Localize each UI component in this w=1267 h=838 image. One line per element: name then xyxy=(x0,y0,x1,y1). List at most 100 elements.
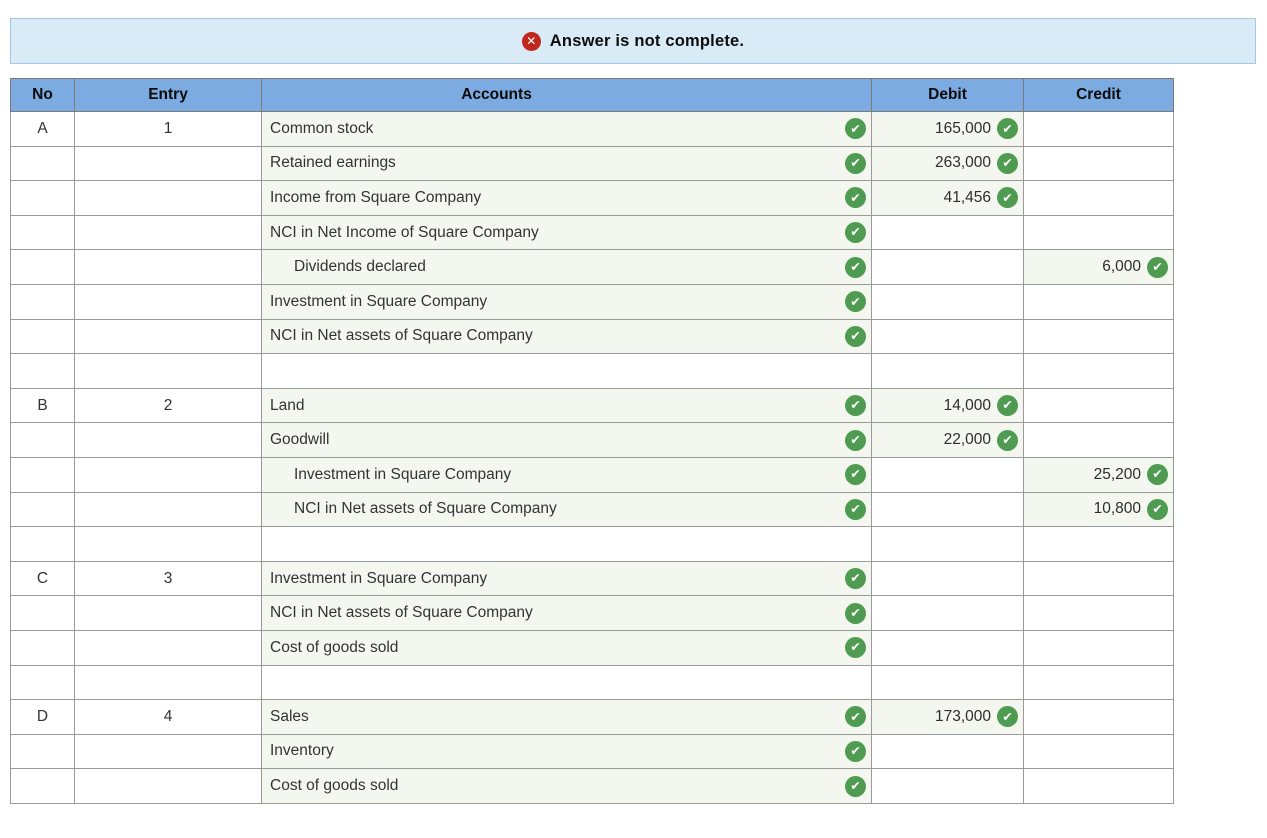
credit-cell xyxy=(1023,145,1174,182)
empty-cell xyxy=(1023,526,1174,562)
row-letter-cell xyxy=(10,768,75,804)
account-label: Investment in Square Company xyxy=(270,292,488,310)
amount-value: 263,000 xyxy=(934,154,991,172)
journal-row: A 1 Common stock ✔ 165,000 ✔ xyxy=(10,111,1174,147)
col-header-accounts: Accounts xyxy=(261,78,872,112)
debit-cell xyxy=(871,283,1024,320)
correct-check-icon: ✔ xyxy=(845,602,866,624)
debit-cell: 41,456 ✔ xyxy=(871,180,1024,216)
account-label: Sales xyxy=(270,707,309,725)
account-cell: Sales ✔ xyxy=(261,699,872,735)
correct-check-icon: ✔ xyxy=(845,325,866,347)
journal-row: Income from Square Company ✔ 41,456 ✔ xyxy=(10,180,1174,216)
row-letter-cell xyxy=(10,145,75,182)
amount-value: 25,200 xyxy=(1093,465,1141,483)
correct-check-icon: ✔ xyxy=(997,187,1018,209)
empty-cell xyxy=(74,526,262,562)
correct-check-icon: ✔ xyxy=(997,395,1018,417)
correct-check-icon: ✔ xyxy=(845,706,866,728)
entry-number-cell xyxy=(74,283,262,320)
journal-table-header: No Entry Accounts Debit Credit xyxy=(10,78,1174,112)
correct-check-icon: ✔ xyxy=(845,395,866,417)
empty-cell xyxy=(10,664,75,701)
debit-cell: 173,000 ✔ xyxy=(871,699,1024,735)
amount-value: 41,456 xyxy=(943,188,991,206)
account-cell: Income from Square Company ✔ xyxy=(261,180,872,216)
journal-row: Goodwill ✔ 22,000 ✔ xyxy=(10,422,1174,458)
correct-check-icon: ✔ xyxy=(845,740,866,762)
debit-cell xyxy=(871,491,1024,528)
credit-cell xyxy=(1023,111,1174,147)
account-label: Retained earnings xyxy=(270,154,396,172)
entry-number-cell xyxy=(74,629,262,666)
answer-status-banner: ✕ Answer is not complete. xyxy=(10,18,1256,64)
row-letter-cell xyxy=(10,456,75,493)
account-cell: Cost of goods sold ✔ xyxy=(261,768,872,804)
entry-number-cell xyxy=(74,491,262,528)
correct-check-icon: ✔ xyxy=(997,152,1018,174)
amount-value: 10,800 xyxy=(1093,500,1141,518)
entry-number-cell xyxy=(74,249,262,285)
correct-check-icon: ✔ xyxy=(845,464,866,486)
journal-row: Dividends declared ✔ 6,000 ✔ xyxy=(10,249,1174,285)
correct-check-icon: ✔ xyxy=(1147,464,1168,486)
col-header-no: No xyxy=(10,78,75,112)
empty-cell xyxy=(74,664,262,701)
account-cell: Dividends declared ✔ xyxy=(261,249,872,285)
account-cell: Investment in Square Company ✔ xyxy=(261,283,872,320)
debit-cell: 14,000 ✔ xyxy=(871,387,1024,424)
credit-cell xyxy=(1023,629,1174,666)
debit-cell xyxy=(871,560,1024,597)
account-label: Common stock xyxy=(270,119,374,137)
row-letter-cell xyxy=(10,733,75,770)
account-cell: NCI in Net assets of Square Company ✔ xyxy=(261,318,872,355)
header-row: No Entry Accounts Debit Credit xyxy=(10,78,1174,112)
debit-cell xyxy=(871,768,1024,804)
amount-value: 173,000 xyxy=(934,707,991,725)
journal-row: B 2 Land ✔ 14,000 ✔ xyxy=(10,387,1174,424)
correct-check-icon: ✔ xyxy=(1147,498,1168,520)
correct-check-icon: ✔ xyxy=(845,256,866,278)
credit-cell xyxy=(1023,733,1174,770)
account-label: NCI in Net assets of Square Company xyxy=(270,604,533,622)
empty-cell xyxy=(871,353,1024,389)
account-label: Cost of goods sold xyxy=(270,777,399,795)
empty-cell xyxy=(1023,353,1174,389)
entry-number-cell xyxy=(74,214,262,251)
journal-row: Retained earnings ✔ 263,000 ✔ xyxy=(10,145,1174,182)
account-label: Income from Square Company xyxy=(270,188,482,206)
row-letter-cell: B xyxy=(10,387,75,424)
entry-number-cell: 3 xyxy=(74,560,262,597)
account-cell: NCI in Net assets of Square Company ✔ xyxy=(261,595,872,631)
correct-check-icon: ✔ xyxy=(997,429,1018,451)
journal-row: NCI in Net Income of Square Company ✔ xyxy=(10,214,1174,251)
debit-cell xyxy=(871,318,1024,355)
empty-cell xyxy=(871,526,1024,562)
account-cell: NCI in Net Income of Square Company ✔ xyxy=(261,214,872,251)
correct-check-icon: ✔ xyxy=(1147,256,1168,278)
journal-row: C 3 Investment in Square Company ✔ xyxy=(10,560,1174,597)
credit-cell xyxy=(1023,318,1174,355)
col-header-entry: Entry xyxy=(74,78,262,112)
correct-check-icon: ✔ xyxy=(845,118,866,140)
answer-status-text: Answer is not complete. xyxy=(549,31,745,50)
credit-cell xyxy=(1023,180,1174,216)
spacer-row xyxy=(10,526,1174,562)
account-cell: Goodwill ✔ xyxy=(261,422,872,458)
empty-cell xyxy=(261,664,872,701)
account-cell: Cost of goods sold ✔ xyxy=(261,629,872,666)
account-cell: NCI in Net assets of Square Company ✔ xyxy=(261,491,872,528)
empty-cell xyxy=(1023,664,1174,701)
credit-cell: 10,800 ✔ xyxy=(1023,491,1174,528)
entry-number-cell: 4 xyxy=(74,699,262,735)
entry-number-cell xyxy=(74,456,262,493)
debit-cell xyxy=(871,629,1024,666)
debit-cell: 165,000 ✔ xyxy=(871,111,1024,147)
col-header-credit: Credit xyxy=(1023,78,1174,112)
journal-row: Cost of goods sold ✔ xyxy=(10,629,1174,666)
debit-cell xyxy=(871,249,1024,285)
debit-cell: 22,000 ✔ xyxy=(871,422,1024,458)
account-cell: Land ✔ xyxy=(261,387,872,424)
credit-cell xyxy=(1023,560,1174,597)
credit-cell: 6,000 ✔ xyxy=(1023,249,1174,285)
